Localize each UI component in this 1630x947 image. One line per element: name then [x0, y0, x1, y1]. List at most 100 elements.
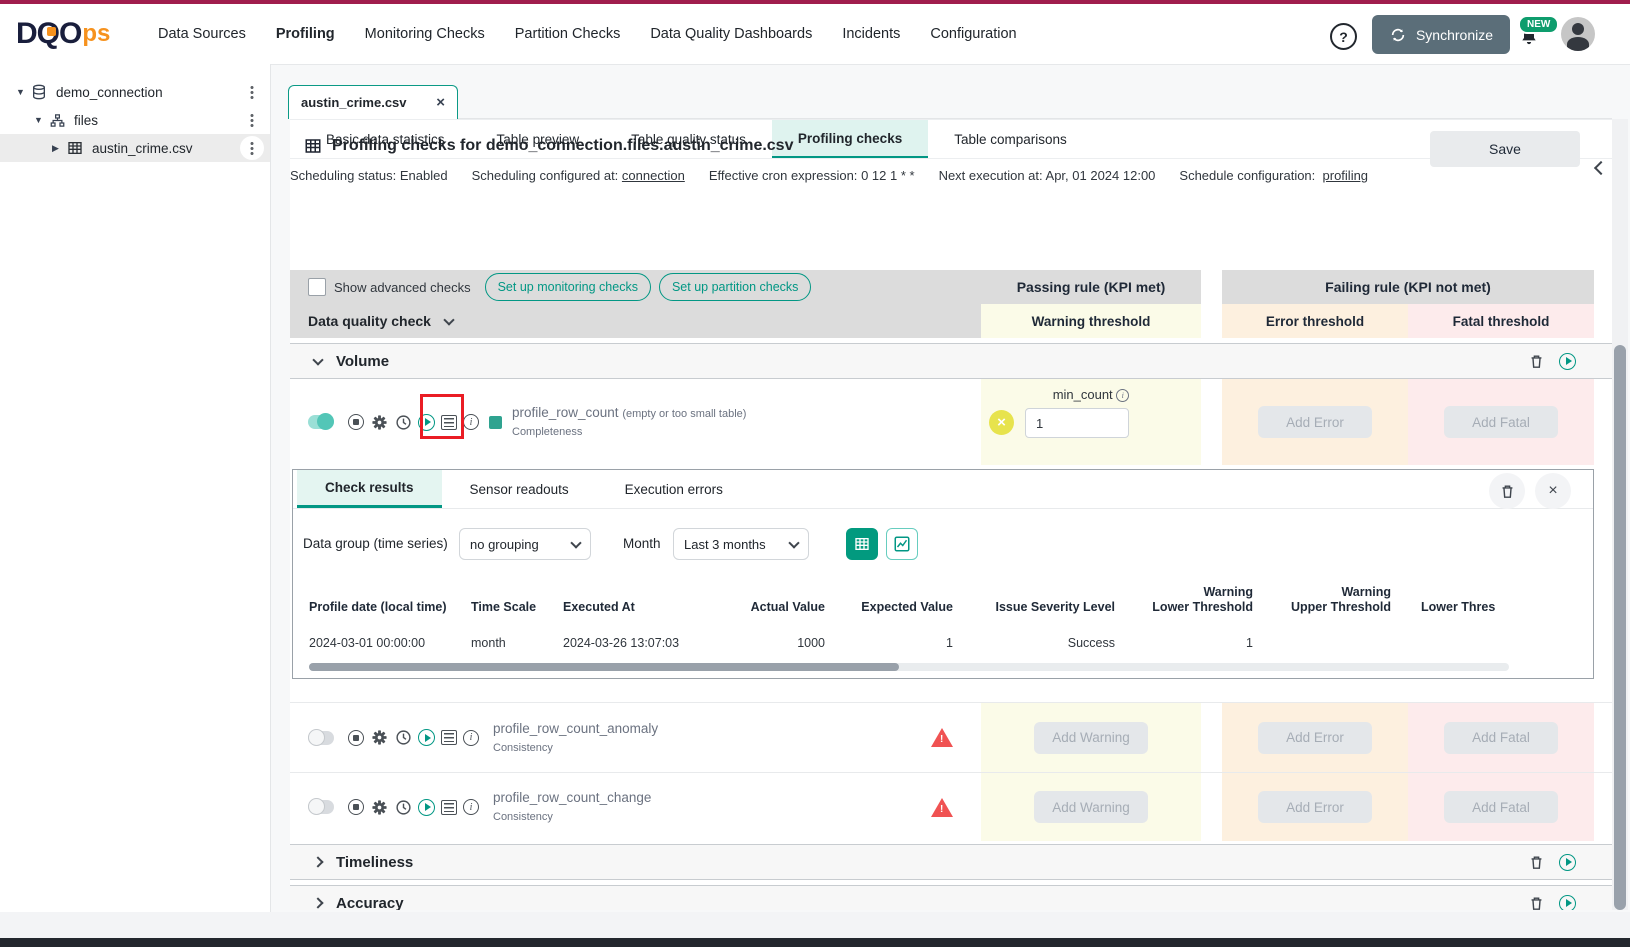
section-timeliness[interactable]: Timeliness [290, 844, 1612, 880]
check-name[interactable]: profile_row_count (empty or too small ta… [512, 405, 747, 420]
add-warning-button[interactable]: Add Warning [1034, 721, 1148, 754]
run-section-checks-icon[interactable] [1559, 894, 1576, 910]
tab-sensor-readouts[interactable]: Sensor readouts [469, 481, 569, 497]
synchronize-button[interactable]: Synchronize [1372, 15, 1510, 54]
collapse-caret-icon[interactable]: ▼ [16, 87, 25, 97]
check-category: Consistency [493, 741, 553, 754]
run-section-checks-icon[interactable] [1559, 853, 1576, 871]
settings-gear-icon[interactable] [370, 798, 388, 816]
run-check-play-icon[interactable] [418, 729, 435, 746]
month-select[interactable]: Last 3 months [673, 528, 809, 560]
tab-table-comparisons[interactable]: Table comparisons [954, 131, 1067, 147]
chevron-down-icon[interactable] [443, 313, 455, 326]
run-check-play-icon[interactable] [418, 798, 435, 816]
add-warning-button[interactable]: Add Warning [1034, 791, 1148, 823]
horizontal-scrollbar-track[interactable] [309, 663, 1509, 671]
check-enabled-toggle[interactable] [308, 728, 334, 746]
save-button[interactable]: Save [1430, 131, 1580, 167]
add-fatal-button[interactable]: Add Fatal [1444, 406, 1558, 438]
nav-data-sources[interactable]: Data Sources [158, 26, 246, 42]
settings-gear-icon[interactable] [370, 413, 388, 431]
close-results-icon[interactable]: × [1535, 473, 1571, 509]
add-fatal-button[interactable]: Add Fatal [1444, 791, 1558, 823]
run-check-target-icon[interactable] [348, 414, 364, 430]
close-tab-icon[interactable]: × [436, 94, 445, 111]
user-avatar[interactable] [1561, 17, 1595, 51]
node-menu-button[interactable] [240, 136, 264, 160]
tab-execution-errors[interactable]: Execution errors [624, 481, 723, 497]
check-results-panel: Check results Sensor readouts Execution … [292, 469, 1594, 679]
tab-profiling-checks[interactable]: Profiling checks [771, 120, 929, 158]
section-accuracy[interactable]: Accuracy [290, 885, 1612, 910]
run-check-target-icon[interactable] [348, 799, 364, 815]
delete-results-button[interactable] [1489, 473, 1525, 509]
help-icon[interactable]: ? [1330, 23, 1357, 50]
nav-incidents[interactable]: Incidents [842, 26, 901, 42]
node-menu-icon[interactable] [250, 112, 254, 128]
setup-partition-checks-button[interactable]: Set up partition checks [658, 273, 812, 301]
chevron-right-icon[interactable] [312, 856, 324, 868]
run-section-checks-icon[interactable] [1559, 352, 1576, 370]
tab-basic-data-statistics[interactable]: Basic data statistics [326, 131, 445, 147]
tree-node-table-selected[interactable]: ▶ austin_crime.csv [0, 134, 270, 162]
nav-configuration[interactable]: Configuration [930, 26, 1017, 42]
expand-caret-icon[interactable]: ▶ [52, 142, 59, 153]
tree-node-connection[interactable]: ▼ demo_connection [0, 78, 270, 106]
tab-check-results[interactable]: Check results [297, 470, 442, 508]
add-error-button[interactable]: Add Error [1258, 721, 1372, 754]
nav-profiling[interactable]: Profiling [275, 26, 335, 42]
check-enabled-toggle[interactable] [308, 798, 334, 815]
tab-table-preview[interactable]: Table preview [496, 131, 580, 147]
min-count-input[interactable] [1025, 408, 1129, 438]
info-icon[interactable]: i [463, 729, 479, 746]
delete-section-icon[interactable] [1527, 894, 1545, 910]
info-icon[interactable]: i [463, 414, 479, 430]
month-label: Month [623, 536, 661, 551]
check-name[interactable]: profile_row_count_anomaly [493, 720, 659, 736]
add-error-button[interactable]: Add Error [1258, 406, 1372, 438]
nav-partition-checks[interactable]: Partition Checks [514, 26, 621, 42]
open-table-tab[interactable]: austin_crime.csv × [288, 85, 458, 119]
add-fatal-button[interactable]: Add Fatal [1444, 721, 1558, 754]
grouping-select[interactable]: no grouping [459, 528, 591, 560]
delete-section-icon[interactable] [1527, 352, 1545, 370]
tab-table-quality-status[interactable]: Table quality status [631, 131, 746, 147]
horizontal-scrollbar-thumb[interactable] [309, 663, 899, 671]
dqops-logo[interactable]: DQOps [16, 14, 110, 54]
schedule-clock-icon[interactable] [394, 798, 412, 816]
check-name[interactable]: profile_row_count_change [493, 790, 652, 805]
tree-node-schema[interactable]: ▼ files [0, 106, 270, 134]
chevron-right-icon[interactable] [312, 897, 324, 909]
chart-view-button[interactable] [886, 528, 918, 560]
check-results-icon[interactable] [441, 799, 457, 815]
add-error-button[interactable]: Add Error [1258, 791, 1372, 823]
check-results-icon[interactable] [441, 414, 457, 430]
nav-monitoring-checks[interactable]: Monitoring Checks [364, 26, 485, 42]
bottom-gutter [0, 912, 1630, 938]
chevron-down-icon[interactable] [312, 353, 324, 366]
info-icon[interactable]: i [463, 799, 479, 815]
delete-section-icon[interactable] [1527, 853, 1545, 871]
vertical-scrollbar-thumb[interactable] [1614, 345, 1626, 910]
nav-data-quality-dashboards[interactable]: Data Quality Dashboards [650, 26, 813, 42]
connection-link[interactable]: connection [621, 167, 685, 183]
collapse-caret-icon[interactable]: ▼ [34, 115, 43, 125]
schedule-clock-icon[interactable] [394, 413, 412, 431]
check-enabled-toggle[interactable] [308, 413, 334, 430]
show-advanced-checks-checkbox[interactable] [308, 278, 326, 296]
node-menu-icon[interactable] [250, 84, 254, 100]
fatal-threshold-cell: Add Fatal [1408, 379, 1594, 465]
section-label: Accuracy [336, 894, 404, 911]
check-results-icon[interactable] [441, 730, 457, 745]
table-view-button[interactable] [846, 528, 878, 560]
profiling-link[interactable]: profiling [1322, 167, 1369, 183]
logo-text-orange: ps [82, 20, 111, 47]
section-volume[interactable]: Volume [290, 343, 1612, 379]
run-check-play-icon[interactable] [418, 413, 435, 431]
error-threshold-cell: Add Error [1222, 773, 1408, 841]
run-check-target-icon[interactable] [348, 729, 364, 746]
info-icon[interactable]: i [1116, 389, 1130, 403]
schedule-clock-icon[interactable] [394, 729, 412, 747]
setup-monitoring-checks-button[interactable]: Set up monitoring checks [484, 273, 651, 301]
settings-gear-icon[interactable] [370, 729, 388, 747]
